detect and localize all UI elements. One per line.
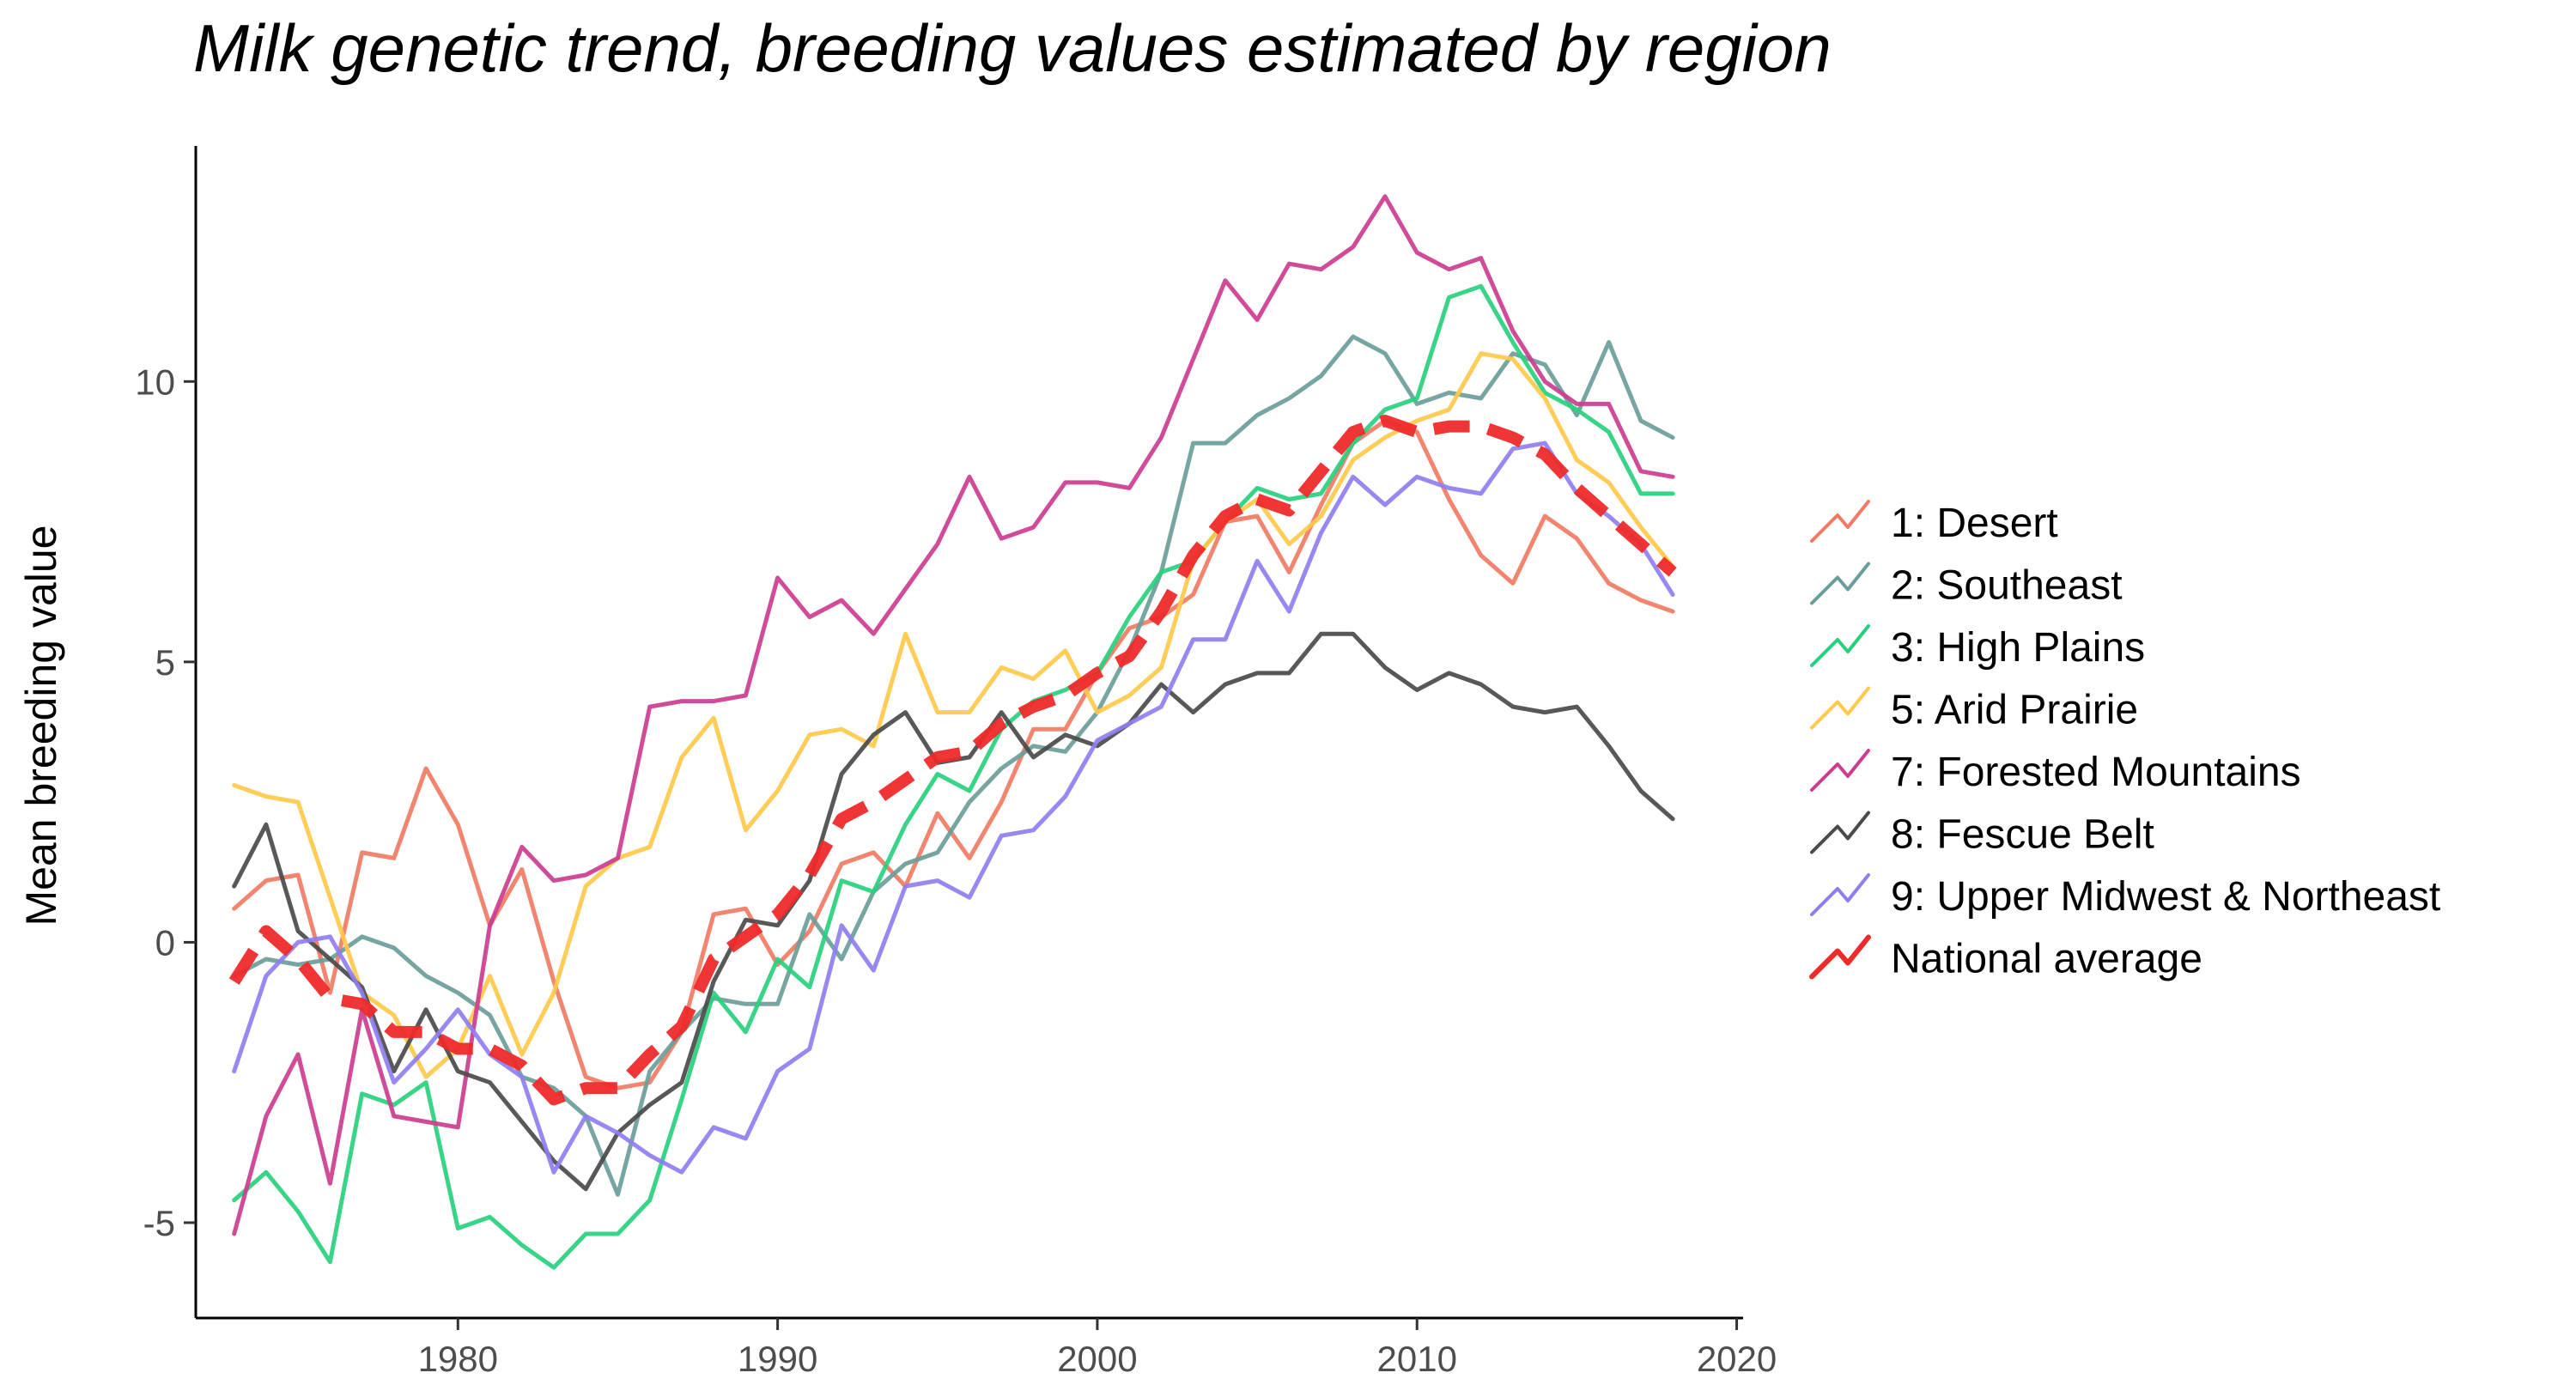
legend-key-1 [1810,500,1870,543]
plot-area [228,194,1677,1270]
legend-key-5 [1810,749,1870,792]
legend-label-6: 8: Fescue Belt [1891,812,2154,858]
series-line-1 [232,418,1675,1090]
legend-key-4 [1810,686,1870,730]
y-tick-label-3: 10 [135,361,175,402]
y-axis: -5 0 5 10 [135,146,197,1318]
series-line-7 [232,440,1675,1175]
y-axis-label: Mean breeding value [17,525,65,926]
x-tick-label-1980: 1980 [418,1339,498,1379]
legend-key-7 [1810,873,1870,916]
series-line-8 [228,415,1677,1106]
legend-label-8: National average [1891,937,2202,982]
legend-label-7: 9: Upper Midwest & Northeast [1891,874,2440,920]
legend-label-2: 2: Southeast [1891,563,2123,609]
legend-label-4: 5: Arid Prairie [1891,688,2138,733]
legend-item-4: 5: Arid Prairie [1810,686,2138,733]
x-axis: 1980 1990 2000 2010 2020 [196,1316,1777,1379]
legend-item-1: 1: Desert [1810,500,2058,546]
y-tick-label-2: 5 [155,642,175,683]
legend-item-6: 8: Fescue Belt [1810,811,2154,858]
legend-key-6 [1810,811,1870,854]
legend-key-8 [1809,934,1871,980]
legend-label-5: 7: Forested Mountains [1891,750,2301,795]
series-line-5 [232,194,1675,1236]
legend: 1: Desert 2: Southeast 3: High Plains 5: Ar… [1809,500,2440,982]
series-line-6 [232,631,1675,1192]
x-tick-label-1990: 1990 [738,1339,817,1379]
series-line-4 [232,351,1675,1079]
legend-key-2 [1810,562,1870,605]
x-tick-label-2000: 2000 [1057,1339,1137,1379]
series-line-2 [232,334,1675,1197]
legend-key-3 [1810,624,1870,667]
legend-item-5: 7: Forested Mountains [1810,749,2301,795]
y-tick-label-1: 0 [155,922,175,963]
legend-label-1: 1: Desert [1891,501,2058,546]
legend-item-3: 3: High Plains [1810,624,2145,671]
legend-item-7: 9: Upper Midwest & Northeast [1810,873,2440,920]
y-tick-label-0: -5 [143,1203,175,1243]
x-tick-label-2010: 2010 [1377,1339,1457,1379]
series-line-3 [232,283,1675,1270]
legend-item-8: National average [1809,934,2202,982]
x-tick-label-2020: 2020 [1697,1339,1777,1379]
chart-title: Milk genetic trend, breeding values esti… [193,10,1832,86]
legend-item-2: 2: Southeast [1810,562,2123,609]
legend-label-3: 3: High Plains [1891,625,2145,671]
